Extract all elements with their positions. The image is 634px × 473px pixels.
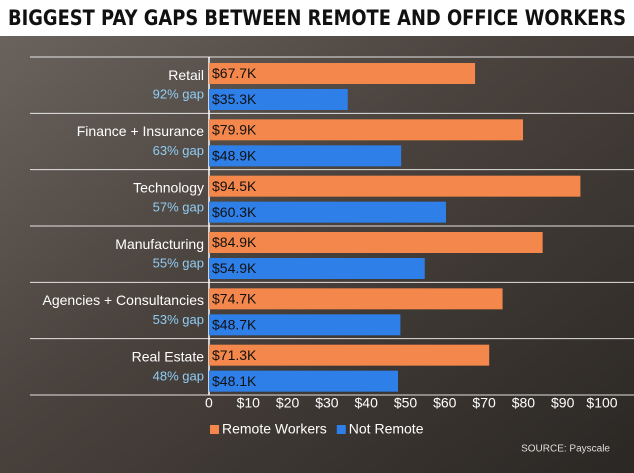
bar: [209, 232, 543, 253]
category-note: 55% gap: [153, 256, 204, 271]
x-tick-label: $60: [433, 395, 457, 411]
x-tick-label: $30: [315, 395, 339, 411]
bar: [209, 89, 348, 110]
category-note: 57% gap: [153, 199, 204, 214]
category-note: 92% gap: [153, 87, 204, 102]
category-note: 53% gap: [153, 312, 204, 327]
x-tick-label: $70: [472, 395, 496, 411]
value-label: $94.5K: [212, 178, 257, 194]
value-label: $35.3K: [212, 91, 257, 107]
x-tick-label: $100: [586, 395, 617, 411]
x-tick-label: $50: [394, 395, 418, 411]
x-tick-label: $40: [355, 395, 379, 411]
x-tick-label: $80: [512, 395, 536, 411]
bar: [209, 344, 490, 366]
legend-swatch: [336, 425, 346, 434]
value-label: $84.9K: [212, 234, 257, 250]
category-label: Finance + Insurance: [77, 123, 204, 139]
value-label: $48.9K: [212, 148, 257, 164]
bar: [209, 314, 401, 336]
value-label: $54.9K: [212, 260, 257, 276]
x-tick-label: $90: [551, 395, 575, 411]
value-label: $48.7K: [212, 317, 257, 333]
category-label: Technology: [133, 180, 204, 196]
category-note: 63% gap: [153, 143, 204, 158]
x-tick-label: $20: [276, 395, 300, 411]
category-label: Manufacturing: [115, 236, 204, 252]
value-label: $74.7K: [212, 291, 257, 307]
category-label: Real Estate: [132, 349, 205, 365]
title-bar: [0, 0, 634, 36]
bar: [209, 201, 446, 223]
legend-label: Not Remote: [349, 421, 424, 437]
value-label: $71.3K: [212, 347, 257, 363]
bar: [209, 145, 402, 167]
value-label: $79.9K: [212, 122, 257, 138]
bar: [209, 175, 581, 197]
x-tick-label: 0: [205, 395, 213, 411]
bar: [209, 63, 476, 84]
bar: [209, 119, 524, 141]
bar: [209, 370, 399, 392]
value-label: $60.3K: [212, 204, 257, 220]
x-tick-label: $10: [237, 395, 261, 411]
category-label: Agencies + Consultancies: [43, 292, 205, 308]
legend-label: Remote Workers: [222, 421, 327, 437]
bar: [209, 288, 503, 310]
chart-title: BIGGEST PAY GAPS BETWEEN REMOTE AND OFFI…: [8, 6, 626, 30]
bar: [209, 258, 425, 279]
legend-swatch: [210, 425, 219, 434]
source: SOURCE: Payscale: [521, 444, 610, 455]
value-label: $48.1K: [212, 373, 257, 389]
value-label: $67.7K: [212, 65, 257, 81]
category-note: 48% gap: [153, 368, 204, 383]
category-label: Retail: [168, 67, 204, 83]
